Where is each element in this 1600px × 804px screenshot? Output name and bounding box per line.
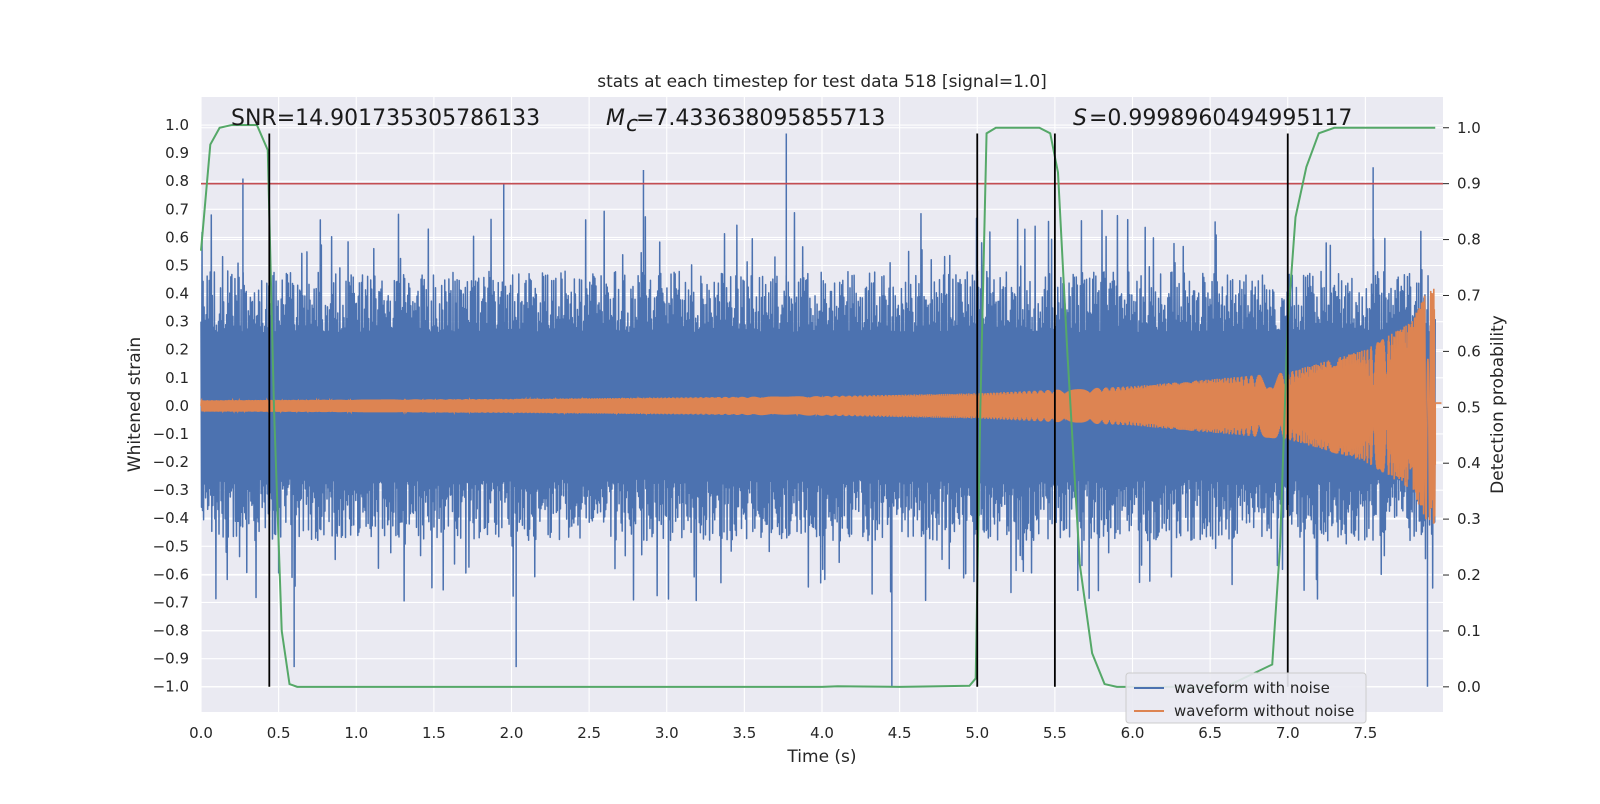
x-tick-label: 5.5 [1043, 724, 1067, 742]
y-tick-label-left: 0.9 [165, 144, 189, 162]
x-tick-label: 5.0 [965, 724, 989, 742]
x-tick-label: 3.0 [655, 724, 679, 742]
y-tick-label-right: 0.1 [1457, 622, 1481, 640]
y-tick-label-left: 0.5 [165, 256, 189, 274]
y-tick-label-left: 0.1 [165, 369, 189, 387]
y-tick-label-right: 0.0 [1457, 678, 1481, 696]
x-tick-label: 3.5 [732, 724, 756, 742]
series-detection-probability [200, 123, 1436, 688]
y-tick-label-right: 0.9 [1457, 175, 1481, 193]
y-tick-label-right: 0.2 [1457, 566, 1481, 584]
y-tick-label-left: 0.0 [165, 397, 189, 415]
x-tick-label: 7.0 [1276, 724, 1300, 742]
snr-annotation: SNR=14.901735305786133 [231, 106, 540, 131]
series-waveform-without-noise [200, 288, 1442, 524]
y-axis-label-right: Detection probability [1488, 315, 1508, 494]
legend-label-clean: waveform without noise [1174, 702, 1354, 720]
y-tick-label-left: 0.6 [165, 228, 189, 246]
y-tick-label-left: −1.0 [153, 678, 189, 696]
x-axis-label: Time (s) [786, 747, 856, 767]
y-tick-label-left: 0.3 [165, 313, 189, 331]
y-tick-label-left: 1.0 [165, 116, 189, 134]
y-tick-label-left: 0.2 [165, 341, 189, 359]
x-tick-label: 7.5 [1353, 724, 1377, 742]
y-tick-label-left: −0.9 [153, 650, 189, 668]
y-tick-label-left: −0.3 [153, 481, 189, 499]
y-tick-label-left: −0.7 [153, 593, 189, 611]
y-tick-label-right: 0.5 [1457, 398, 1481, 416]
y-tick-label-right: 1.0 [1457, 119, 1481, 137]
y-tick-label-right: 0.7 [1457, 286, 1481, 304]
y-tick-label-left: −0.2 [153, 453, 189, 471]
x-tick-label: 0.0 [189, 724, 213, 742]
x-tick-label: 1.5 [422, 724, 446, 742]
y-tick-label-right: 0.8 [1457, 231, 1481, 249]
y-tick-label-left: −0.4 [153, 509, 189, 527]
s-symbol: S [1073, 106, 1087, 131]
y-tick-label-left: 0.7 [165, 200, 189, 218]
chart-title: stats at each timestep for test data 518… [597, 72, 1047, 92]
y-tick-label-left: −0.6 [153, 565, 189, 583]
y-axis-label-left: Whitened strain [125, 337, 145, 472]
y-tick-label-left: 0.8 [165, 172, 189, 190]
x-tick-label: 4.5 [888, 724, 912, 742]
series-waveform-with-noise [200, 133, 1436, 687]
y-tick-label-left: 0.4 [165, 285, 189, 303]
y-tick-label-right: 0.4 [1457, 454, 1481, 472]
x-tick-label: 6.5 [1198, 724, 1222, 742]
y-tick-label-left: −0.1 [153, 425, 189, 443]
mc-annotation: =7.433638095855713 [636, 106, 885, 131]
x-tick-label: 0.5 [267, 724, 291, 742]
x-tick-label: 6.0 [1121, 724, 1145, 742]
x-tick-label: 4.0 [810, 724, 834, 742]
y-tick-label-left: −0.5 [153, 537, 189, 555]
x-tick-label: 2.0 [500, 724, 524, 742]
mc-subscript: c [626, 112, 638, 137]
x-tick-label: 2.5 [577, 724, 601, 742]
x-tick-label: 1.0 [344, 724, 368, 742]
mc-symbol: M [606, 106, 625, 131]
y-tick-label-left: −0.8 [153, 622, 189, 640]
s-annotation: =0.9998960494995117 [1089, 106, 1352, 131]
y-tick-label-right: 0.6 [1457, 342, 1481, 360]
legend-label-noisy: waveform with noise [1174, 679, 1330, 697]
legend-box [1125, 672, 1367, 724]
y-tick-label-right: 0.3 [1457, 510, 1481, 528]
